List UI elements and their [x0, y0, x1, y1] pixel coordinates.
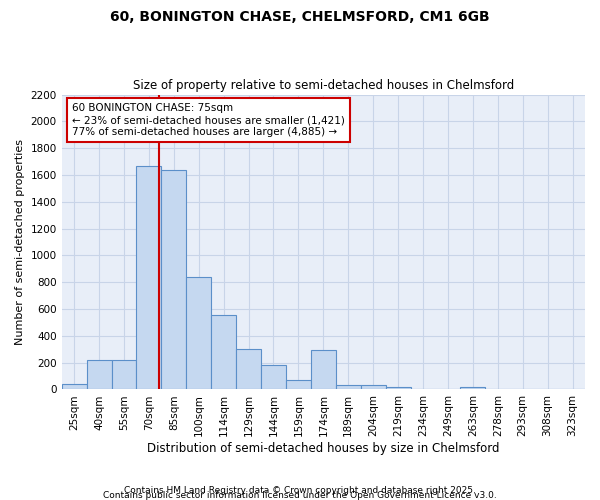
- Text: 60 BONINGTON CHASE: 75sqm
← 23% of semi-detached houses are smaller (1,421)
77% : 60 BONINGTON CHASE: 75sqm ← 23% of semi-…: [72, 104, 345, 136]
- Bar: [286, 380, 311, 390]
- Bar: [186, 277, 211, 390]
- Bar: [62, 384, 86, 390]
- X-axis label: Distribution of semi-detached houses by size in Chelmsford: Distribution of semi-detached houses by …: [147, 442, 500, 455]
- Bar: [136, 166, 161, 390]
- Bar: [460, 388, 485, 390]
- Bar: [261, 364, 286, 390]
- Bar: [361, 385, 386, 390]
- Title: Size of property relative to semi-detached houses in Chelmsford: Size of property relative to semi-detach…: [133, 79, 514, 92]
- Text: Contains public sector information licensed under the Open Government Licence v3: Contains public sector information licen…: [103, 491, 497, 500]
- Text: Contains HM Land Registry data © Crown copyright and database right 2025.: Contains HM Land Registry data © Crown c…: [124, 486, 476, 495]
- Bar: [410, 389, 436, 390]
- Text: 60, BONINGTON CHASE, CHELMSFORD, CM1 6GB: 60, BONINGTON CHASE, CHELMSFORD, CM1 6GB: [110, 10, 490, 24]
- Bar: [336, 386, 361, 390]
- Bar: [386, 387, 410, 390]
- Bar: [161, 170, 186, 390]
- Y-axis label: Number of semi-detached properties: Number of semi-detached properties: [15, 139, 25, 345]
- Bar: [86, 360, 112, 390]
- Bar: [311, 350, 336, 390]
- Bar: [236, 349, 261, 390]
- Bar: [112, 360, 136, 390]
- Bar: [211, 315, 236, 390]
